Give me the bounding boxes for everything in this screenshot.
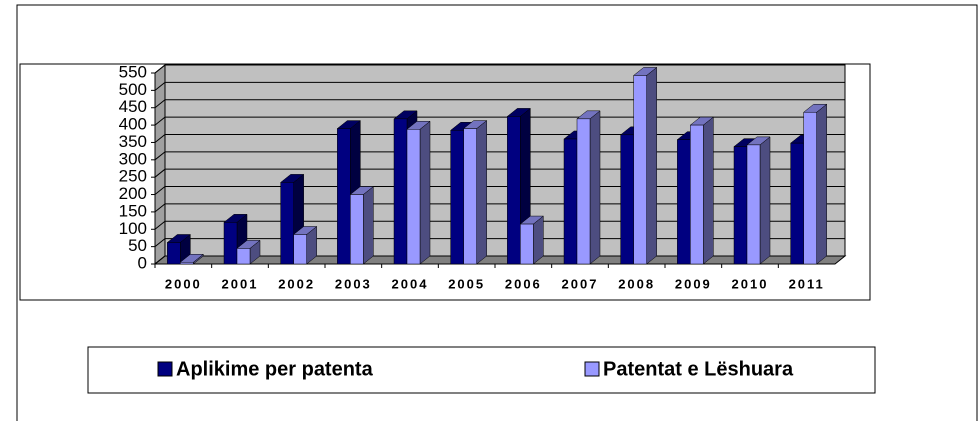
grid-line — [154, 151, 845, 161]
grid-line — [154, 203, 845, 213]
x-tick-label: 2008 — [618, 276, 655, 291]
y-tick-label: 100 — [119, 219, 147, 238]
y-tick-label: 250 — [119, 167, 147, 186]
grid-line — [154, 99, 845, 109]
y-tick-label: 300 — [119, 149, 147, 168]
y-tick-label: 350 — [119, 132, 147, 151]
bar — [406, 129, 421, 265]
grid-line — [154, 238, 845, 248]
bar — [393, 118, 408, 265]
bar — [280, 182, 294, 265]
bar — [450, 130, 464, 265]
grid-line — [154, 64, 845, 74]
bar — [690, 124, 704, 265]
bar — [733, 146, 748, 265]
bar — [803, 111, 817, 265]
y-tick-label: 0 — [138, 253, 147, 272]
bar — [223, 222, 238, 265]
bar — [633, 75, 647, 265]
bar — [350, 194, 364, 265]
grid-line — [154, 116, 845, 126]
x-tick-label: 2010 — [732, 276, 769, 291]
x-tick-label: 2001 — [222, 276, 259, 291]
side-wall — [154, 63, 166, 266]
grid-line — [154, 168, 845, 178]
bar — [167, 242, 181, 265]
grid-line — [154, 133, 845, 143]
bar — [790, 142, 804, 265]
x-tick-label: 2007 — [562, 276, 599, 291]
x-tick-label: 2011 — [789, 276, 825, 291]
legend-label: Aplikime per patenta — [176, 358, 374, 380]
x-tick-label: 2003 — [335, 276, 372, 291]
y-tick-label: 150 — [119, 201, 147, 220]
grid-line — [154, 81, 845, 91]
grid-line — [154, 255, 845, 265]
legend-swatch — [584, 361, 600, 377]
y-tick-label: 550 — [119, 62, 147, 81]
legend-swatch — [157, 361, 173, 377]
bar — [563, 138, 578, 265]
bar-side — [363, 186, 374, 265]
bar — [236, 248, 251, 265]
x-tick-label: 2009 — [675, 276, 712, 291]
legend-box — [87, 346, 876, 394]
bar — [620, 134, 634, 265]
bar — [576, 118, 591, 265]
bar-side — [759, 136, 771, 265]
bar — [293, 234, 307, 265]
bar — [677, 139, 691, 265]
x-tick-label: 2006 — [505, 276, 542, 291]
bar-side — [646, 66, 657, 265]
bar — [507, 116, 521, 265]
x-tick-label: 2004 — [392, 276, 429, 291]
bar-side — [589, 110, 601, 265]
y-tick-label: 500 — [119, 80, 147, 99]
bar-side — [419, 120, 431, 265]
y-tick-label: 50 — [128, 236, 147, 255]
legend-label: Patentat e Lëshuara — [603, 358, 794, 380]
x-tick-label: 2002 — [278, 276, 315, 291]
y-tick-label: 400 — [119, 115, 147, 134]
bar — [746, 144, 761, 265]
bar-side — [476, 120, 487, 265]
bar — [337, 128, 351, 265]
bar-side — [816, 103, 827, 265]
bar-side — [703, 116, 714, 265]
bar — [520, 223, 534, 265]
bar — [463, 128, 477, 265]
y-tick-label: 200 — [119, 184, 147, 203]
y-tick-label: 450 — [119, 97, 147, 116]
x-tick-label: 2005 — [448, 276, 485, 291]
bar-side — [533, 215, 544, 265]
bar — [180, 262, 194, 265]
grid-line — [154, 220, 845, 230]
x-tick-label: 2000 — [165, 276, 202, 291]
grid-line — [154, 186, 845, 195]
